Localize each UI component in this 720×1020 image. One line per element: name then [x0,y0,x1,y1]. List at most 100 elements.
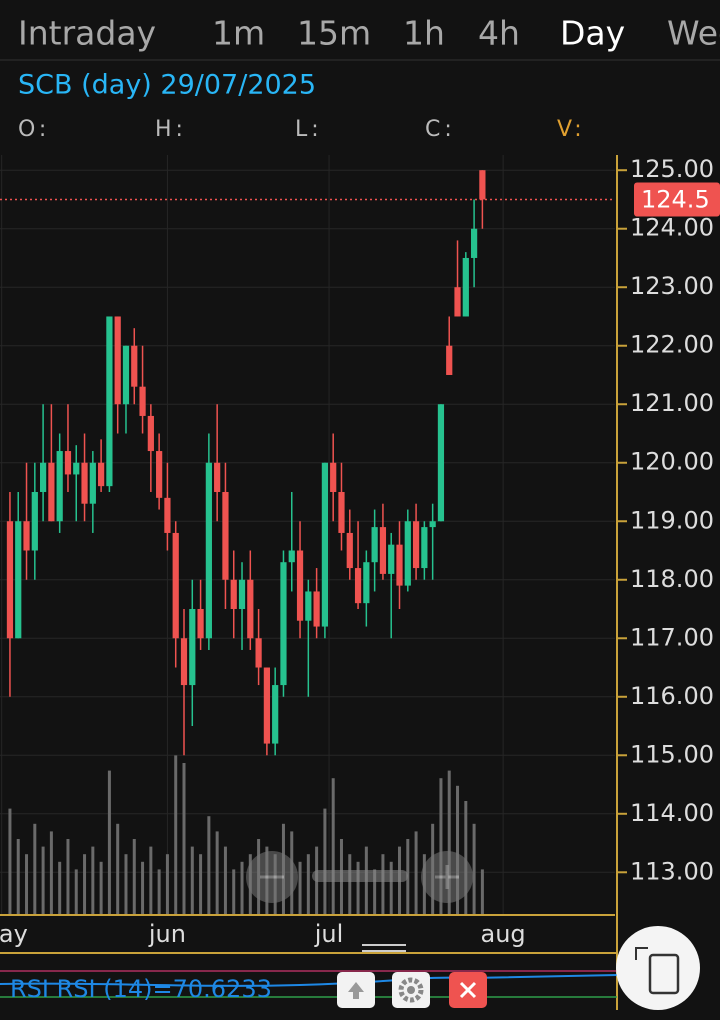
scroll-bar[interactable] [312,870,408,882]
candle-body [255,638,262,668]
volume-bar [356,861,360,915]
ohlcv-field: H: [155,117,187,142]
candle-body [421,527,428,569]
tab[interactable]: 4h [478,14,520,53]
candle-body [462,257,469,317]
arrow-icon [348,982,364,999]
volume-bar [240,861,244,915]
candle-body [31,491,38,551]
volume-bar [298,861,302,915]
candle-body [429,521,436,528]
candle-body [238,579,246,610]
candle-body [354,568,362,604]
volume-bar [389,861,393,915]
candle-body [379,527,387,574]
candle-body [180,638,188,686]
candle-body [470,228,478,258]
candle-body [288,550,295,563]
volume-bar [223,846,227,915]
tablet-icon [648,953,680,995]
candle-body [454,287,461,317]
volume-bar [472,823,476,915]
volume-bar [116,823,120,915]
volume-bar [132,839,136,915]
tab[interactable]: 15m [297,14,371,53]
candle-body [296,550,304,621]
volume-bar [232,869,236,915]
candle-body [106,316,113,487]
y-tick-label: 119.00 [630,506,714,534]
volume-bar [165,854,169,915]
y-tick-label: 124.00 [630,214,714,242]
y-tick-label: 120.00 [630,448,714,476]
candle-body [214,462,221,492]
candle-body [56,451,63,522]
volume-bar [373,869,377,915]
volume-bar [107,770,111,915]
volume-bar [439,778,443,915]
tab[interactable]: Week [667,14,720,53]
volume-bar [381,854,385,915]
volume-bar [174,755,178,915]
tab[interactable]: 1h [403,14,445,53]
y-tick-label: 125.00 [630,155,714,183]
gear-icon [407,986,415,994]
volume-bar [323,808,327,915]
candle-body [114,316,121,405]
y-tick-label: 116.00 [630,682,714,710]
volume-bar [99,861,103,915]
volume-bar [124,854,128,915]
x-tick-label: aug [481,920,526,948]
candle-body [346,532,353,569]
ohlcv-field: V: [557,117,586,142]
candle-body [280,562,287,686]
volume-bar [306,854,310,915]
candle-body [48,462,55,522]
candle-body [305,591,312,621]
rsi-line [0,974,618,987]
ohlcv-field: L: [295,117,323,142]
candle-body [89,462,96,504]
volume-bar [456,785,460,915]
volume-bar [447,770,451,915]
candle-body [64,451,72,475]
candle-body [437,404,445,522]
candle-body [313,591,320,627]
volume-bar [83,854,87,915]
candle-body [147,415,154,452]
candle-body [172,532,179,639]
candle-body [272,685,279,744]
ohlcv-field: O: [18,117,50,142]
candle-body [388,544,395,574]
candle-body [197,609,204,639]
y-tick-label: 114.00 [630,799,714,827]
ohlcv-field: C: [425,117,456,142]
tab[interactable]: 1m [212,14,265,53]
candle-body [222,491,229,580]
candle-body [371,527,378,563]
rotate-screen-button[interactable] [616,926,700,1010]
gear-icon [398,977,424,1003]
y-tick-label: 113.00 [630,857,714,885]
volume-bar [157,869,161,915]
volume-bar [33,823,37,915]
candle-body [363,562,370,604]
x-tick-label: may [0,920,28,948]
tab[interactable]: Intraday [18,14,156,53]
volume-bar [190,846,194,915]
volume-bar [414,831,418,915]
y-tick-label: 118.00 [630,565,714,593]
volume-bar [8,808,12,915]
candle-body [338,491,345,533]
rotate-arrow-icon [635,947,648,960]
candle-body [446,345,453,375]
volume-bar [199,854,203,915]
candle-body [98,462,105,487]
candle-body [139,386,146,416]
candle-body [479,170,486,200]
x-tick-label: jul [314,920,344,948]
y-tick-label: 123.00 [630,272,714,300]
volume-bar [16,839,20,915]
tab[interactable]: Day [560,14,625,53]
volume-bar [49,831,53,915]
